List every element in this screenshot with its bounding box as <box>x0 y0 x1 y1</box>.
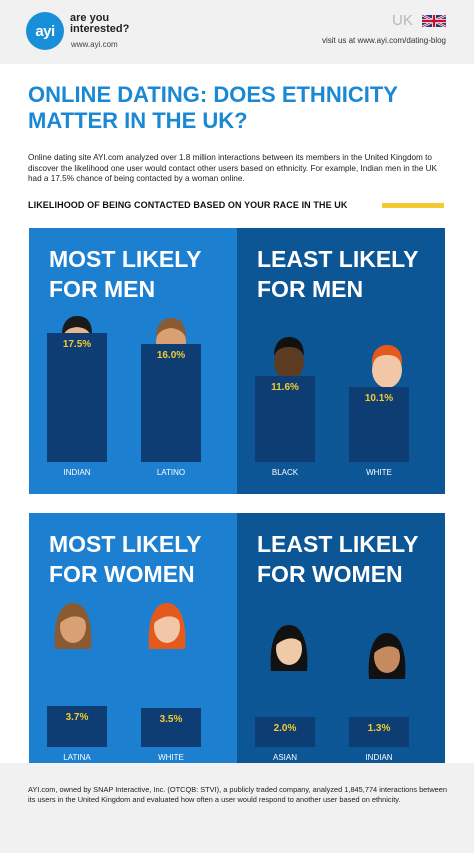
category-label: INDIAN <box>365 753 393 762</box>
chart-title: LEAST LIKELY FOR MEN <box>257 246 419 302</box>
panel-most-likely-men: MOST LIKELY FOR MEN 17.5% INDIAN 16.0% LATI… <box>29 228 237 494</box>
man-red-hair-icon <box>371 345 403 388</box>
category-label: WHITE <box>366 468 392 477</box>
logo-text: are you interested? <box>70 13 129 35</box>
category-label: INDIAN <box>63 468 91 477</box>
footer: AYI.com, owned by SNAP Interactive, Inc.… <box>0 763 474 853</box>
logo-line-1: are you <box>70 12 110 24</box>
value-label: 16.0% <box>156 349 186 361</box>
category-label: LATINA <box>63 753 91 762</box>
bar-latina <box>47 705 107 747</box>
panel-least-likely-men: LEAST LIKELY FOR MEN 11.6% BLACK 10.1% WHIT… <box>237 228 445 494</box>
value-label: 3.5% <box>159 713 183 725</box>
intro-text: Online dating site AYI.com analyzed over… <box>28 153 437 183</box>
bar-indian <box>349 717 409 747</box>
category-label: WHITE <box>158 753 184 762</box>
logo-badge[interactable]: ayi <box>26 12 64 50</box>
section-heading: LIKELIHOOD OF BEING CONTACTED BASED ON Y… <box>28 200 348 210</box>
bar-indian <box>47 332 107 462</box>
panel-most-likely-women: MOST LIKELY FOR WOMEN 3.7% LATINA 3.5% WHIT… <box>29 513 237 779</box>
uk-flag-icon <box>422 14 446 28</box>
chart-title: LEAST LIKELY FOR WOMEN <box>257 531 419 587</box>
chart-title: MOST LIKELY FOR MEN <box>49 246 202 302</box>
value-label: 11.6% <box>271 382 299 394</box>
value-label: 10.1% <box>364 393 394 405</box>
page-title: ONLINE DATING: DOES ETHNICITY MATTER IN … <box>28 82 398 133</box>
bar-asian <box>255 717 315 747</box>
woman-brown-hair-icon <box>54 603 92 649</box>
man-black-skin-icon <box>274 337 304 380</box>
heading-accent-bar <box>382 203 444 208</box>
woman-red-hair-icon <box>148 603 186 649</box>
country-label: UK <box>392 12 413 29</box>
footer-text: AYI.com, owned by SNAP Interactive, Inc.… <box>28 785 448 804</box>
logo-url[interactable]: www.ayi.com <box>71 40 118 49</box>
bar-black <box>255 376 315 462</box>
category-label: BLACK <box>271 468 299 477</box>
bar-white <box>141 707 201 747</box>
logo-line-2: interested? <box>70 23 130 35</box>
value-label: 1.3% <box>367 723 391 734</box>
category-label: ASIAN <box>272 753 297 762</box>
panel-least-likely-women: LEAST LIKELY FOR WOMEN 2.0% ASIAN 1.3% INDI… <box>237 513 445 779</box>
value-label: 2.0% <box>273 723 297 734</box>
blog-link[interactable]: visit us at www.ayi.com/dating-blog <box>321 36 446 45</box>
category-label: LATINO <box>156 468 186 477</box>
bar-white <box>349 387 409 462</box>
value-label: 17.5% <box>62 338 92 350</box>
chart-title: MOST LIKELY FOR WOMEN <box>49 531 202 587</box>
woman-black-hair-icon <box>270 625 308 671</box>
woman-black-hair-icon <box>368 633 406 679</box>
value-label: 3.7% <box>65 711 89 723</box>
header: ayi are you interested? www.ayi.com UK v… <box>0 0 474 64</box>
bar-latino <box>141 343 201 462</box>
